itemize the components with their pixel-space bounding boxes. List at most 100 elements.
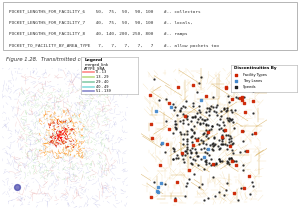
Point [175, 180, 179, 183]
Point [212, 143, 216, 146]
Point [251, 112, 256, 115]
Point [216, 147, 221, 150]
Point [198, 121, 203, 125]
Point [190, 115, 195, 119]
Point [180, 137, 185, 141]
Point [218, 159, 223, 163]
Point [217, 123, 221, 127]
Point [193, 115, 197, 118]
Point [192, 131, 197, 135]
Point [212, 163, 216, 166]
Point [224, 87, 229, 90]
Point [226, 160, 230, 163]
Point [181, 157, 185, 160]
Point [183, 115, 188, 118]
Point [250, 184, 255, 187]
Text: merged_link: merged_link [84, 63, 109, 67]
Point [208, 163, 213, 167]
Point [218, 159, 223, 162]
Point [181, 122, 186, 125]
Point [185, 152, 190, 155]
Point [174, 122, 179, 125]
Point [181, 142, 185, 145]
Point [155, 190, 160, 194]
Point [236, 198, 241, 202]
Point [203, 94, 208, 98]
Point [227, 117, 232, 120]
Point [189, 128, 194, 132]
Point [228, 156, 233, 159]
Point [206, 153, 211, 156]
Point [184, 137, 189, 141]
Point [204, 158, 208, 161]
Point [205, 147, 210, 151]
Point [227, 162, 232, 166]
Point [197, 122, 202, 126]
Point [212, 137, 217, 140]
Point [219, 127, 224, 130]
Point [247, 174, 251, 177]
Point [171, 158, 176, 161]
Point [153, 109, 158, 112]
Point [213, 142, 218, 145]
Point [190, 115, 194, 119]
Point [219, 114, 224, 117]
Point [184, 115, 189, 118]
Point [208, 127, 213, 130]
Point [231, 142, 236, 145]
Point [193, 151, 198, 155]
Point [240, 129, 245, 133]
Point [212, 164, 217, 167]
Text: ATYPE_SRA: ATYPE_SRA [84, 67, 106, 71]
Text: POCKET_LENGTHS_FOR_FACILITY_7    40,  75,  50,  90, 100    #-- locals,: POCKET_LENGTHS_FOR_FACILITY_7 40, 75, 50… [9, 21, 193, 25]
Point [163, 150, 168, 153]
Point [223, 142, 227, 146]
Point [217, 138, 221, 142]
Point [206, 130, 211, 133]
Point [164, 119, 168, 122]
Text: Facility Types: Facility Types [243, 73, 267, 77]
Point [206, 137, 211, 140]
Point [14, 185, 19, 189]
Point [176, 156, 181, 160]
Point [184, 117, 189, 121]
Point [172, 147, 176, 151]
Point [220, 142, 224, 145]
Point [229, 157, 234, 160]
Point [224, 133, 229, 137]
Point [148, 196, 153, 199]
Text: Legend: Legend [84, 58, 103, 62]
Point [213, 161, 218, 164]
Point [221, 120, 226, 123]
Point [193, 150, 198, 153]
Point [208, 144, 213, 147]
Point [211, 175, 215, 179]
Point [230, 97, 235, 101]
Text: Tiny Lanes: Tiny Lanes [243, 79, 262, 83]
Point [182, 194, 187, 198]
Point [152, 78, 156, 81]
Point [183, 115, 188, 118]
Point [219, 137, 224, 141]
Point [220, 143, 225, 146]
Point [193, 115, 198, 118]
Point [163, 183, 168, 186]
Point [225, 159, 230, 162]
Point [194, 112, 199, 115]
Point [228, 118, 233, 121]
Point [185, 181, 190, 185]
Point [228, 134, 233, 138]
Point [205, 147, 210, 151]
Text: 13 - 29: 13 - 29 [96, 75, 108, 79]
Point [206, 196, 211, 200]
Point [209, 124, 214, 127]
Point [201, 167, 206, 171]
Text: 0 - 13: 0 - 13 [96, 70, 106, 74]
Point [209, 157, 214, 160]
Point [229, 109, 234, 112]
Point [230, 159, 235, 162]
Point [227, 120, 232, 123]
Point [192, 172, 197, 176]
Point [158, 143, 163, 146]
Point [188, 120, 193, 123]
